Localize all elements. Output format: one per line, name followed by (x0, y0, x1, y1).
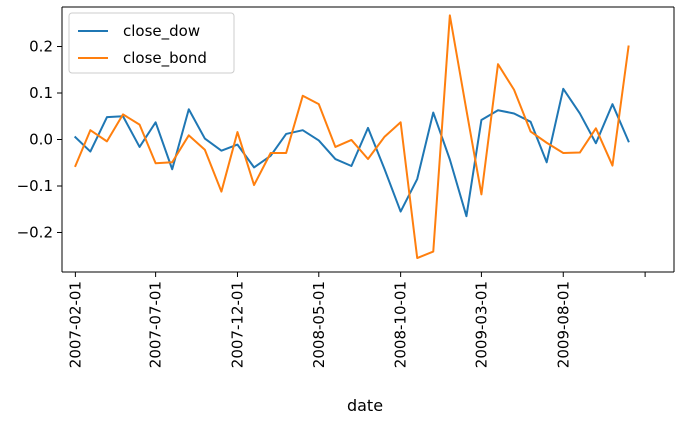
legend-label-close-bond: close_bond (123, 49, 207, 68)
y-axis: −0.2 −0.1 0.0 0.1 0.2 (17, 38, 62, 241)
y-tick-label: 0.0 (29, 131, 53, 149)
x-tick-label: 2007-12-01 (228, 281, 246, 368)
y-tick-label: −0.1 (17, 177, 53, 195)
axes-frame (61, 6, 675, 273)
x-tick-label: 2008-10-01 (392, 281, 410, 368)
series-line-close-bond (74, 14, 630, 260)
legend-label-close-dow: close_dow (123, 22, 200, 41)
x-tick-label: 2008-05-01 (310, 281, 328, 368)
x-axis: 2007-02-01 2007-07-01 2007-12-01 2008-05-01… (66, 272, 646, 368)
y-tick-label: 0.2 (29, 38, 53, 56)
x-tick-label: 2007-02-01 (66, 281, 84, 368)
legend: close_dow close_bond (68, 12, 235, 74)
x-axis-title: date (347, 396, 383, 415)
y-tick-label: −0.2 (17, 223, 53, 241)
x-tick-label: 2009-03-01 (472, 281, 490, 368)
x-tick-label: 2007-07-01 (147, 281, 165, 368)
y-tick-label: 0.1 (29, 84, 53, 102)
series-lines (73, 14, 630, 260)
x-tick-label: 2009-08-01 (554, 281, 572, 368)
